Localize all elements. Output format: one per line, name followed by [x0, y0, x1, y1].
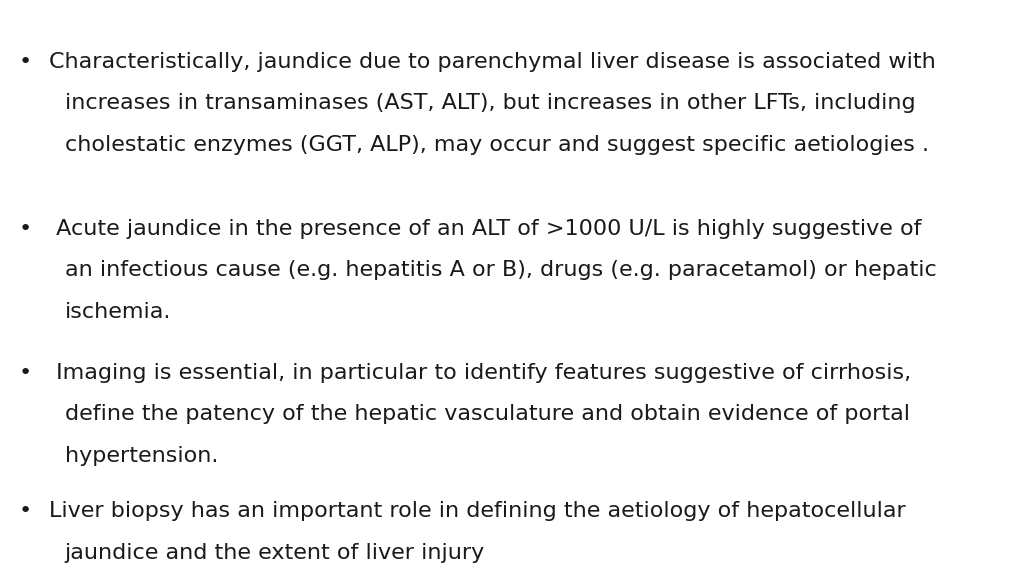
Text: •: •	[18, 501, 32, 521]
Text: an infectious cause (e.g. hepatitis A or B), drugs (e.g. paracetamol) or hepatic: an infectious cause (e.g. hepatitis A or…	[65, 260, 936, 281]
Text: jaundice and the extent of liver injury: jaundice and the extent of liver injury	[65, 543, 484, 563]
Text: •: •	[18, 363, 32, 383]
Text: Imaging is essential, in particular to identify features suggestive of cirrhosis: Imaging is essential, in particular to i…	[49, 363, 911, 383]
Text: •: •	[18, 219, 32, 239]
Text: increases in transaminases (AST, ALT), but increases in other LFTs, including: increases in transaminases (AST, ALT), b…	[65, 93, 915, 113]
Text: ischemia.: ischemia.	[65, 302, 171, 322]
Text: Characteristically, jaundice due to parenchymal liver disease is associated with: Characteristically, jaundice due to pare…	[49, 52, 936, 72]
Text: Liver biopsy has an important role in defining the aetiology of hepatocellular: Liver biopsy has an important role in de…	[49, 501, 906, 521]
Text: Acute jaundice in the presence of an ALT of >1000 U/L is highly suggestive of: Acute jaundice in the presence of an ALT…	[49, 219, 922, 239]
Text: cholestatic enzymes (GGT, ALP), may occur and suggest specific aetiologies .: cholestatic enzymes (GGT, ALP), may occu…	[65, 135, 929, 155]
Text: define the patency of the hepatic vasculature and obtain evidence of portal: define the patency of the hepatic vascul…	[65, 404, 909, 425]
Text: •: •	[18, 52, 32, 72]
Text: hypertension.: hypertension.	[65, 446, 218, 466]
